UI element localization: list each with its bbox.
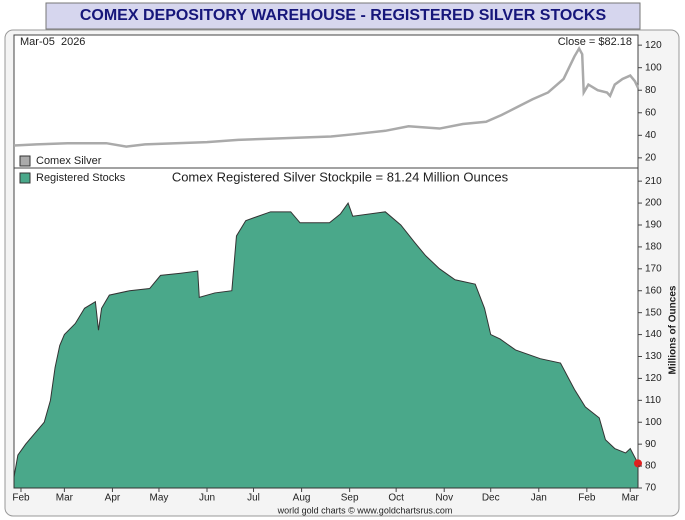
y-tick-label: 190 xyxy=(645,220,662,231)
y-tick-label: 120 xyxy=(645,373,662,384)
legend-label: Registered Stocks xyxy=(36,172,126,184)
y-tick-label: 160 xyxy=(645,285,662,296)
last-value-dot xyxy=(634,459,642,468)
x-tick-label: Dec xyxy=(482,493,500,504)
x-tick-label: Mar xyxy=(622,493,640,504)
x-tick-label: May xyxy=(150,493,169,504)
legend-label: Comex Silver xyxy=(36,155,102,167)
date-annotation: Mar-05 2026 xyxy=(20,36,85,48)
y-tick-label: 80 xyxy=(645,85,657,96)
chart-title: COMEX DEPOSITORY WAREHOUSE - REGISTERED … xyxy=(80,7,607,24)
y-axis-label: Millions of Ounces xyxy=(668,285,679,374)
x-tick-label: Feb xyxy=(12,493,30,504)
x-tick-label: Aug xyxy=(293,493,311,504)
y-tick-label: 110 xyxy=(645,395,661,406)
x-tick-label: Feb xyxy=(578,493,596,504)
close-annotation: Close = $82.18 xyxy=(558,36,632,48)
x-tick-label: Sep xyxy=(341,493,359,504)
y-tick-label: 80 xyxy=(645,461,657,472)
y-tick-label: 70 xyxy=(645,483,657,494)
x-tick-label: Jul xyxy=(247,493,260,504)
y-tick-label: 120 xyxy=(645,40,662,51)
y-tick-label: 40 xyxy=(645,130,657,141)
y-tick-label: 100 xyxy=(645,417,662,428)
footer: world gold charts © www.goldchartsrus.co… xyxy=(277,505,453,515)
area xyxy=(13,201,639,489)
y-tick-label: 90 xyxy=(645,439,657,450)
y-tick-label: 200 xyxy=(645,198,662,209)
y-tick-label: 210 xyxy=(645,176,662,187)
x-tick-label: Apr xyxy=(105,493,121,504)
y-tick-label: 60 xyxy=(645,107,657,118)
y-tick-label: 20 xyxy=(645,152,657,163)
x-tick-label: Oct xyxy=(388,493,404,504)
y-tick-label: 170 xyxy=(645,263,662,274)
title-banner xyxy=(45,2,641,30)
y-tick-label: 100 xyxy=(645,62,662,73)
subtitle: Comex Registered Silver Stockpile = 81.2… xyxy=(172,169,509,184)
y-tick-label: 150 xyxy=(645,307,662,318)
legend-swatch xyxy=(19,155,31,167)
y-tick-label: 140 xyxy=(645,329,662,340)
x-tick-label: Nov xyxy=(435,493,453,504)
legend-swatch xyxy=(19,172,31,184)
y-tick-label: 180 xyxy=(645,242,662,253)
x-tick-label: Mar xyxy=(56,493,74,504)
y-tick-label: 130 xyxy=(645,351,662,362)
x-tick-label: Jun xyxy=(199,493,215,504)
line xyxy=(13,46,640,148)
x-tick-label: Jan xyxy=(531,493,547,504)
